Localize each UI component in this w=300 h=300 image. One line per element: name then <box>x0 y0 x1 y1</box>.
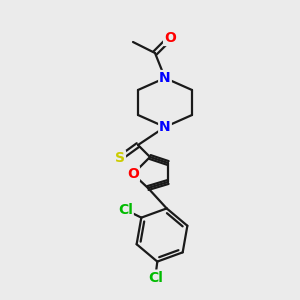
Text: N: N <box>159 71 171 85</box>
Text: O: O <box>164 31 176 45</box>
Text: Cl: Cl <box>148 271 163 285</box>
Text: N: N <box>159 120 171 134</box>
Text: O: O <box>127 167 139 181</box>
Text: S: S <box>115 151 125 165</box>
Text: Cl: Cl <box>118 202 133 217</box>
